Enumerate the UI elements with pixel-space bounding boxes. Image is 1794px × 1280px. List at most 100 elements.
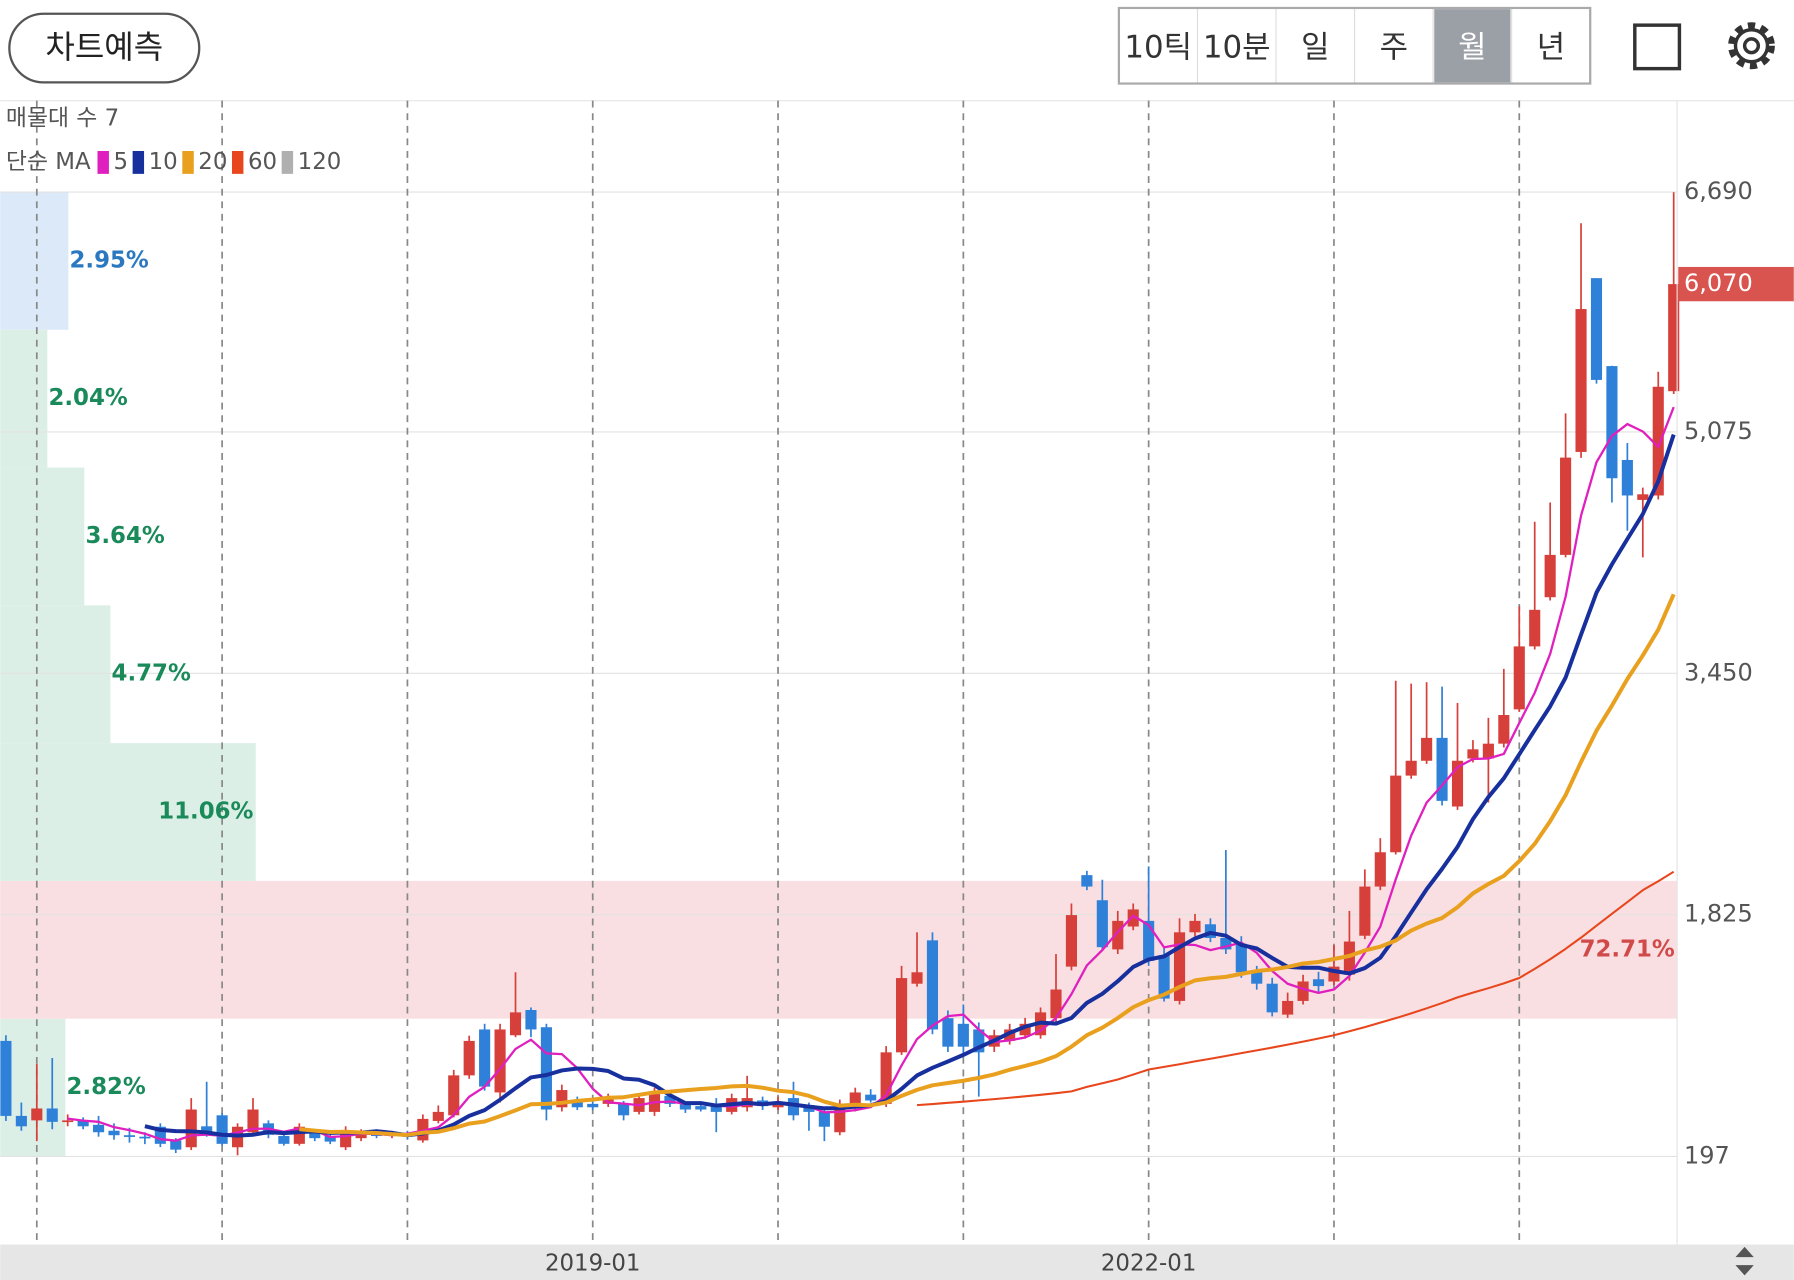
period-label[interactable]: 월 [1458, 30, 1486, 66]
candle-body [324, 1135, 336, 1142]
candle-body [664, 1095, 676, 1104]
candle-body [1328, 966, 1340, 982]
candle-body [540, 1027, 552, 1110]
candle-body [1590, 278, 1603, 380]
candle-body [818, 1111, 830, 1127]
volume-profile-label: 2.82% [67, 1074, 146, 1100]
candle-body [293, 1126, 305, 1144]
y-tick-label: 3,450 [1684, 658, 1753, 686]
gear-hole [1742, 37, 1761, 55]
candle-body [926, 940, 939, 1030]
candle-body [278, 1135, 290, 1144]
period-cell[interactable] [1120, 9, 1197, 83]
legend-label: 10 [149, 149, 178, 175]
candle-body [1390, 775, 1402, 853]
legend-swatch [231, 150, 244, 174]
candle-body [1637, 494, 1649, 500]
predict-button-label[interactable]: 차트예측 [45, 28, 163, 66]
candle-body [479, 1029, 491, 1087]
period-cell[interactable] [1434, 9, 1511, 83]
candle-body [710, 1105, 722, 1112]
y-tick-label: 1,825 [1684, 900, 1753, 928]
period-label[interactable]: 년 [1537, 30, 1565, 66]
volume-profile-title: 매물대 수 7 [6, 105, 119, 131]
candle-body [247, 1109, 259, 1133]
volume-profile-bar [0, 467, 85, 606]
candle-body [942, 1018, 954, 1047]
volume-profile-label: 11.06% [158, 799, 253, 825]
candle-body [108, 1130, 120, 1136]
candle-body [1081, 875, 1093, 887]
candle-body [618, 1103, 630, 1116]
candle-body [1189, 920, 1201, 933]
predict-button[interactable] [8, 12, 201, 84]
candle-body [154, 1126, 166, 1144]
candle-body [1374, 852, 1386, 887]
candle-body [1143, 920, 1155, 961]
candle-body [93, 1124, 105, 1133]
x-tick-label: 2019-01 [545, 1250, 641, 1276]
candle-body [1621, 459, 1633, 496]
legend-swatch [132, 150, 145, 174]
candle-body [1606, 366, 1618, 479]
volume-profile-bar [0, 605, 111, 744]
candle-body [46, 1108, 58, 1122]
candle-body [201, 1126, 213, 1133]
candle-body [31, 1108, 43, 1121]
period-label[interactable]: 10틱 [1124, 30, 1192, 66]
candle-body [1529, 609, 1541, 647]
legend-title: 단순 MA [6, 149, 91, 175]
period-cell[interactable] [1277, 9, 1354, 83]
y-tick-label: 197 [1684, 1141, 1730, 1169]
candle-body [0, 1040, 12, 1116]
candle-body [1498, 715, 1510, 744]
legend-label: 60 [248, 149, 277, 175]
candle-body [679, 1103, 691, 1110]
candle-body [494, 1029, 506, 1093]
candle-body [1467, 749, 1479, 759]
candle-body [1451, 760, 1464, 807]
legend-swatch [182, 150, 194, 174]
candle-body [432, 1111, 444, 1121]
candle-body [787, 1098, 800, 1116]
legend-label: 20 [198, 149, 227, 175]
period-label[interactable]: 일 [1301, 30, 1329, 66]
x-axis-band [0, 1244, 1794, 1280]
volume-profile-label: 4.77% [112, 661, 191, 687]
candle-body [911, 972, 923, 984]
candle-body [973, 1029, 985, 1053]
period-cell[interactable] [1198, 9, 1275, 83]
candle-body [525, 1010, 537, 1030]
overlay: 매물대 수 7 2.82% 72.71% 11.06% 4.77% 3.64% 2.04%… [6, 105, 1794, 1100]
period-cell[interactable] [1355, 9, 1432, 83]
candle-body [309, 1132, 321, 1139]
x-tick-label: 2022-01 [1101, 1250, 1197, 1276]
candle-body [896, 978, 908, 1053]
candle-body [1112, 920, 1124, 950]
candle-body [1436, 737, 1448, 801]
candle-body [1220, 937, 1232, 950]
volume-profile-label: 3.64% [85, 523, 164, 549]
period-label[interactable]: 10분 [1203, 30, 1271, 66]
period-cell[interactable] [1512, 9, 1590, 83]
candle-body [1575, 309, 1587, 452]
candle-body [123, 1135, 136, 1137]
period-label[interactable]: 주 [1380, 30, 1408, 66]
candle-body [216, 1115, 228, 1144]
candle-body [1158, 955, 1170, 999]
y-tick-label: 5,075 [1684, 417, 1753, 445]
candle-body [834, 1103, 846, 1133]
candle-body [1312, 979, 1325, 987]
settings-button[interactable] [1728, 22, 1775, 70]
candle-body [1235, 943, 1247, 973]
candle-body [185, 1109, 197, 1148]
volume-profile-label: 72.71% [1580, 936, 1675, 962]
last-price-label: 6,070 [1684, 269, 1753, 297]
candle-body [1560, 457, 1572, 555]
gear-teeth [1728, 22, 1775, 70]
layout-button[interactable] [1633, 23, 1682, 71]
scroll-arrows[interactable] [1735, 1246, 1754, 1276]
candle-body [571, 1100, 583, 1108]
candle-body [1050, 989, 1062, 1019]
